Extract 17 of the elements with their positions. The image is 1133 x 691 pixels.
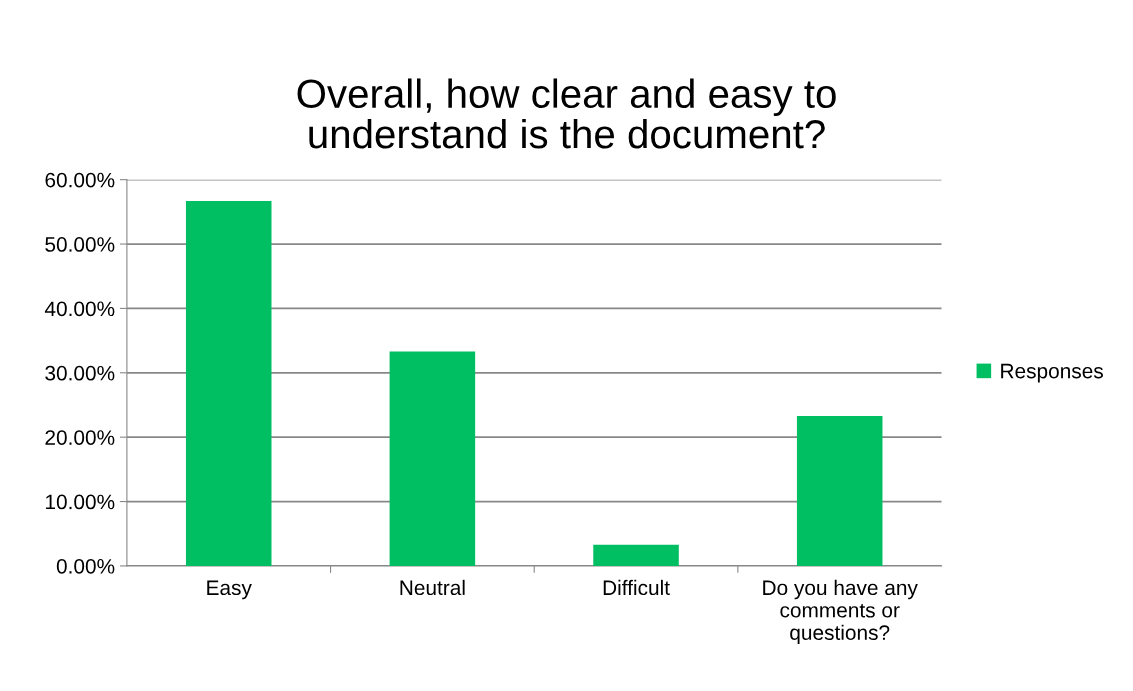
legend-label: Responses: [1001, 363, 1103, 383]
y-tick-label: 50.00%: [45, 237, 115, 252]
y-tick-label: 0.00%: [56, 558, 115, 574]
bar: [389, 351, 476, 566]
x-tick-label: Do you have any comments or questions?: [763, 579, 918, 645]
bar: [593, 544, 679, 566]
y-tick-label: 20.00%: [45, 430, 115, 445]
y-tick-label: 40.00%: [44, 301, 115, 317]
bar: [796, 415, 883, 566]
x-tick-label: Difficult: [603, 579, 670, 596]
x-tick-label: Neutral: [400, 579, 465, 596]
y-tick-label: 60.00%: [45, 172, 115, 188]
y-tick-label: 10.00%: [46, 494, 115, 510]
y-tick-label: 30.00%: [45, 365, 115, 381]
bar: [185, 200, 272, 566]
chart-title: Overall, how clear and easy to understand is the document?: [297, 78, 836, 149]
x-tick-label: Easy: [207, 580, 252, 600]
